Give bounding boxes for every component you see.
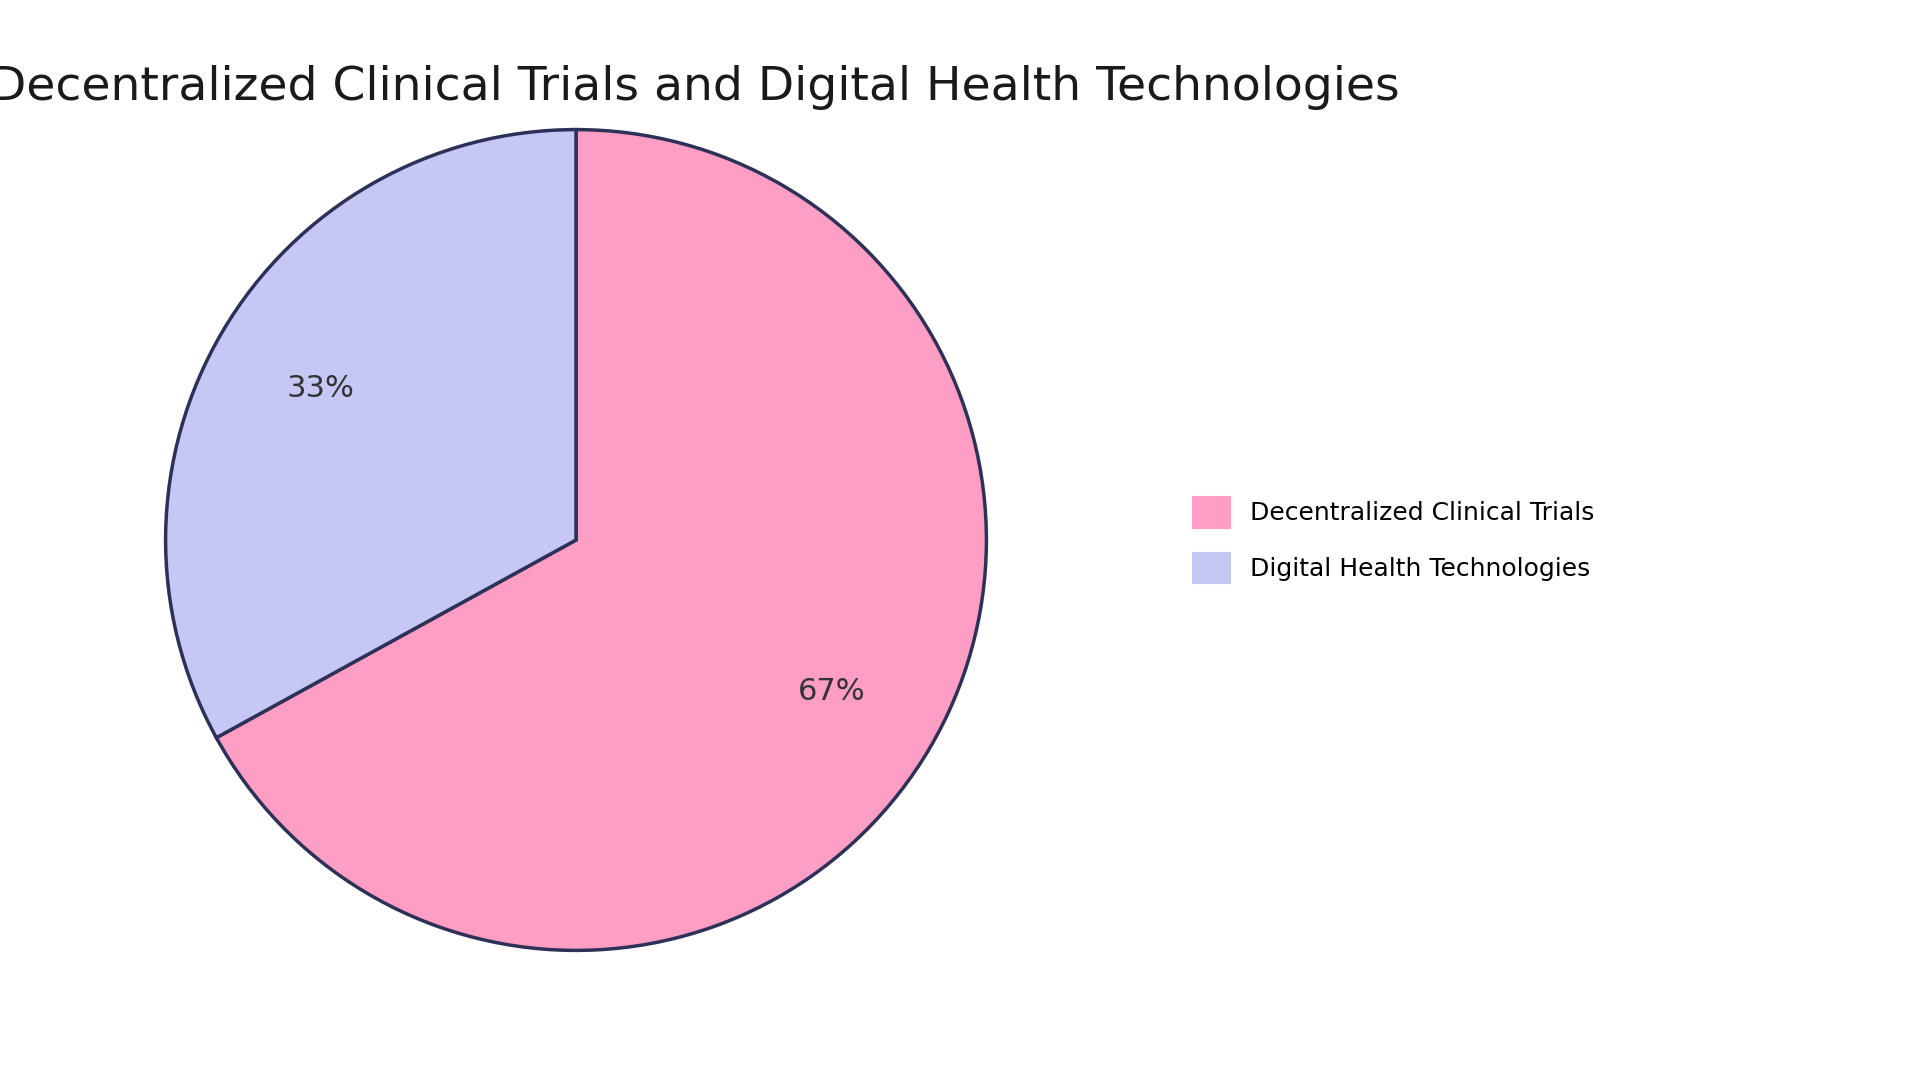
Text: Decentralized Clinical Trials and Digital Health Technologies: Decentralized Clinical Trials and Digita… [0, 65, 1400, 110]
Text: 33%: 33% [286, 375, 355, 403]
Wedge shape [165, 130, 576, 738]
Wedge shape [217, 130, 987, 950]
Legend: Decentralized Clinical Trials, Digital Health Technologies: Decentralized Clinical Trials, Digital H… [1183, 487, 1605, 593]
Text: 67%: 67% [799, 677, 866, 705]
